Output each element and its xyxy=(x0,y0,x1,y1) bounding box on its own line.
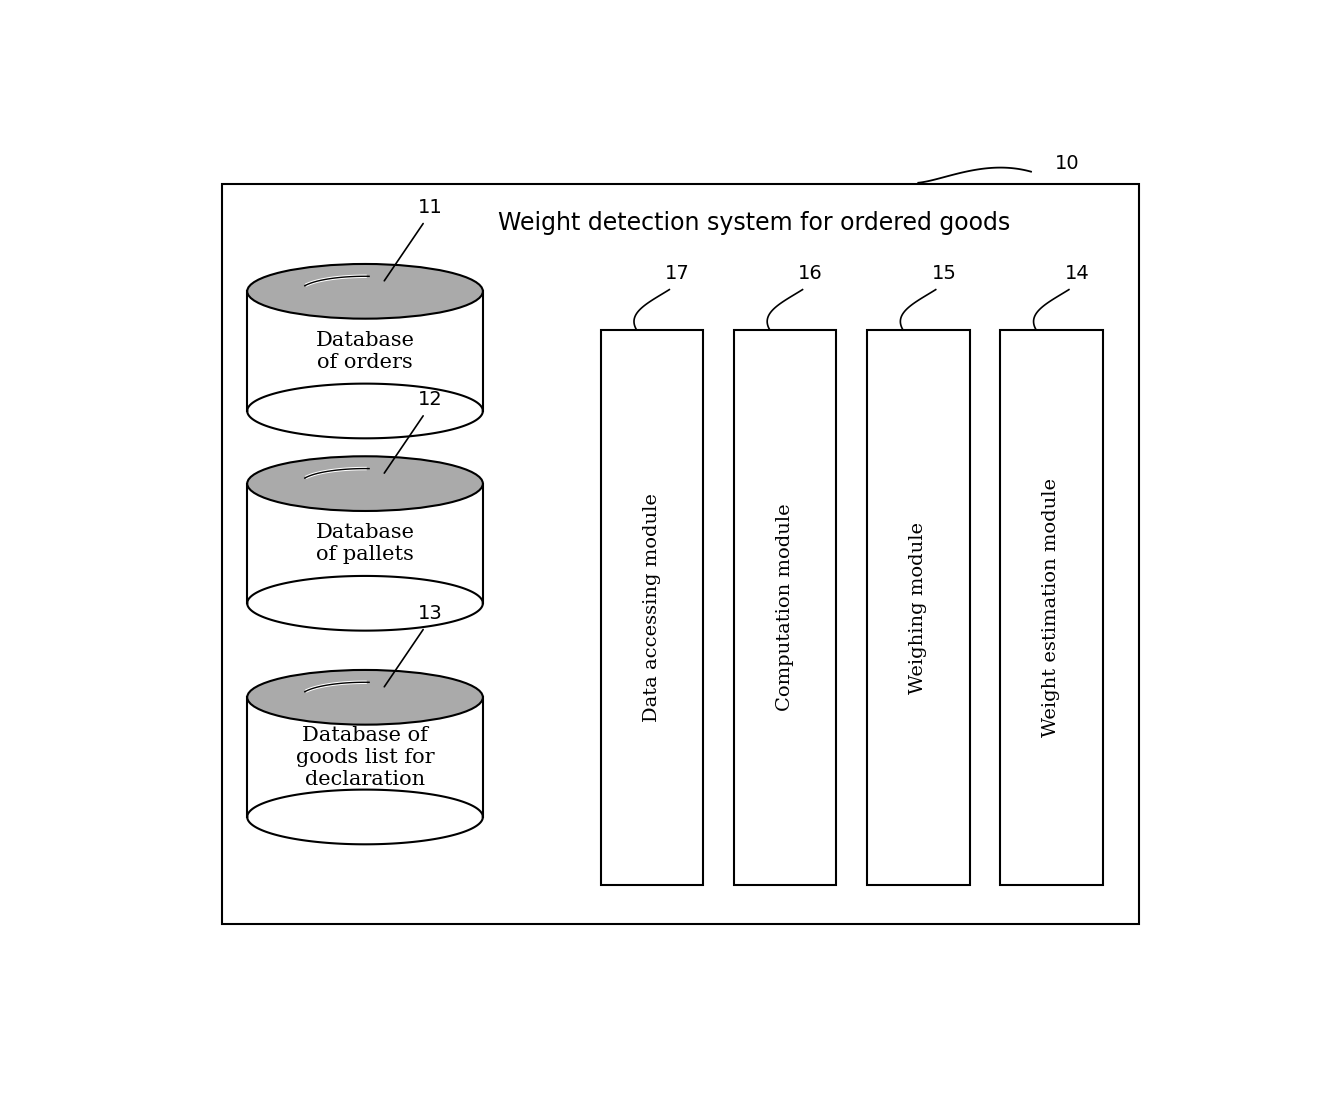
Text: 11: 11 xyxy=(418,198,443,216)
Ellipse shape xyxy=(247,670,483,725)
Ellipse shape xyxy=(247,456,483,511)
Text: Weighing module: Weighing module xyxy=(910,522,927,694)
Bar xyxy=(247,697,483,817)
Bar xyxy=(247,484,483,604)
Bar xyxy=(1001,330,1103,886)
Text: Weight estimation module: Weight estimation module xyxy=(1043,478,1060,737)
Text: Database
of orders: Database of orders xyxy=(316,331,415,372)
Text: Database
of pallets: Database of pallets xyxy=(316,523,415,564)
Text: 15: 15 xyxy=(932,264,956,283)
Bar xyxy=(867,330,969,886)
Bar xyxy=(734,330,837,886)
Text: Computation module: Computation module xyxy=(776,504,795,712)
Text: 10: 10 xyxy=(1055,153,1079,173)
Text: 14: 14 xyxy=(1064,264,1089,283)
Text: Data accessing module: Data accessing module xyxy=(642,493,661,722)
Text: 16: 16 xyxy=(798,264,824,283)
Ellipse shape xyxy=(247,264,483,319)
Text: Weight detection system for ordered goods: Weight detection system for ordered good… xyxy=(498,211,1010,235)
Bar xyxy=(600,330,703,886)
Text: Database of
goods list for
declaration: Database of goods list for declaration xyxy=(296,726,435,788)
Text: 12: 12 xyxy=(418,391,443,410)
Text: 17: 17 xyxy=(665,264,690,283)
Bar xyxy=(222,184,1138,924)
Bar xyxy=(247,291,483,411)
Text: 13: 13 xyxy=(418,604,443,623)
